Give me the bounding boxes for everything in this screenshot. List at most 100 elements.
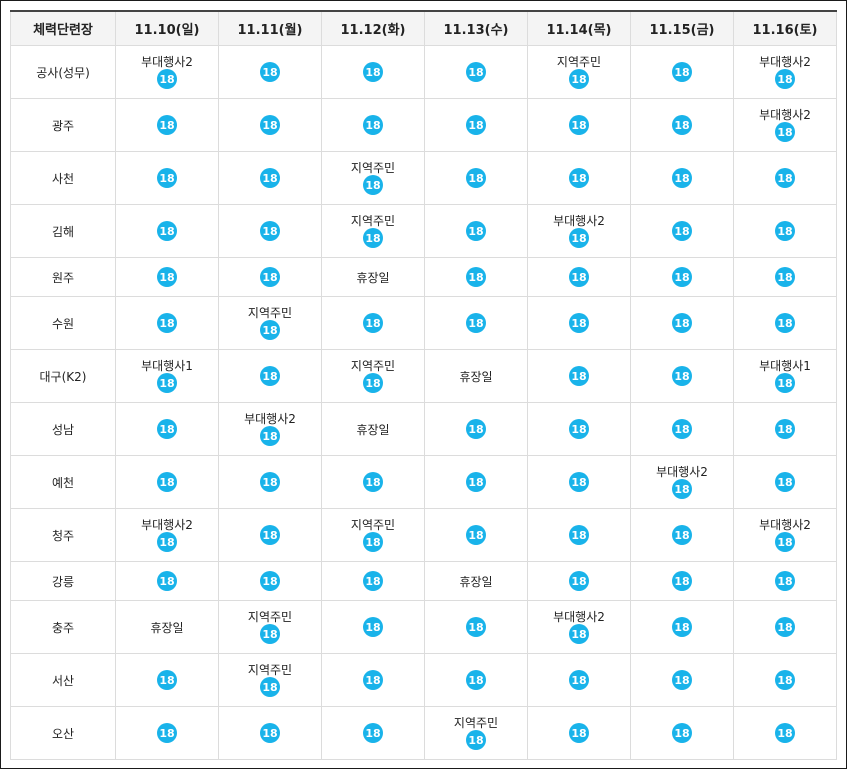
available-slots-badge[interactable]: 18 xyxy=(775,168,795,188)
schedule-cell[interactable]: 18 xyxy=(115,204,219,258)
available-slots-badge[interactable]: 18 xyxy=(672,723,692,743)
schedule-cell[interactable]: 18 xyxy=(733,296,837,350)
schedule-cell[interactable]: 18 xyxy=(115,455,219,509)
schedule-cell[interactable]: 18 xyxy=(527,561,631,601)
available-slots-badge[interactable]: 18 xyxy=(466,267,486,287)
schedule-cell[interactable]: 18 xyxy=(527,349,631,403)
schedule-cell[interactable]: 부대행사2 18 xyxy=(733,508,837,562)
available-slots-badge[interactable]: 18 xyxy=(157,472,177,492)
available-slots-badge[interactable]: 18 xyxy=(363,532,383,552)
schedule-cell[interactable]: 18 xyxy=(115,257,219,297)
schedule-cell[interactable]: 18 xyxy=(115,151,219,205)
available-slots-badge[interactable]: 18 xyxy=(569,571,589,591)
schedule-cell[interactable]: 부대행사2 18 xyxy=(115,45,219,99)
available-slots-badge[interactable]: 18 xyxy=(775,267,795,287)
schedule-cell[interactable]: 18 xyxy=(630,653,734,707)
available-slots-badge[interactable]: 18 xyxy=(363,228,383,248)
schedule-cell[interactable]: 18 xyxy=(321,561,425,601)
available-slots-badge[interactable]: 18 xyxy=(157,723,177,743)
available-slots-badge[interactable]: 18 xyxy=(569,525,589,545)
available-slots-badge[interactable]: 18 xyxy=(672,571,692,591)
schedule-cell[interactable]: 휴장일 xyxy=(115,600,219,654)
schedule-cell[interactable]: 부대행사2 18 xyxy=(733,98,837,152)
available-slots-badge[interactable]: 18 xyxy=(466,730,486,750)
available-slots-badge[interactable]: 18 xyxy=(569,723,589,743)
schedule-cell[interactable]: 18 xyxy=(424,204,528,258)
available-slots-badge[interactable]: 18 xyxy=(672,419,692,439)
available-slots-badge[interactable]: 18 xyxy=(569,624,589,644)
available-slots-badge[interactable]: 18 xyxy=(363,373,383,393)
schedule-cell[interactable]: 18 xyxy=(630,204,734,258)
schedule-cell[interactable]: 18 xyxy=(424,98,528,152)
available-slots-badge[interactable]: 18 xyxy=(775,221,795,241)
schedule-cell[interactable]: 부대행사2 18 xyxy=(527,204,631,258)
schedule-cell[interactable]: 18 xyxy=(218,349,322,403)
available-slots-badge[interactable]: 18 xyxy=(157,670,177,690)
available-slots-badge[interactable]: 18 xyxy=(260,221,280,241)
available-slots-badge[interactable]: 18 xyxy=(672,62,692,82)
available-slots-badge[interactable]: 18 xyxy=(569,267,589,287)
schedule-cell[interactable]: 18 xyxy=(630,561,734,601)
schedule-cell[interactable]: 18 xyxy=(630,257,734,297)
schedule-cell[interactable]: 지역주민 18 xyxy=(424,706,528,760)
schedule-cell[interactable]: 18 xyxy=(630,296,734,350)
available-slots-badge[interactable]: 18 xyxy=(672,115,692,135)
available-slots-badge[interactable]: 18 xyxy=(363,571,383,591)
schedule-cell[interactable]: 18 xyxy=(218,455,322,509)
available-slots-badge[interactable]: 18 xyxy=(157,115,177,135)
available-slots-badge[interactable]: 18 xyxy=(157,571,177,591)
schedule-cell[interactable]: 18 xyxy=(733,257,837,297)
schedule-cell[interactable]: 18 xyxy=(733,402,837,456)
schedule-cell[interactable]: 18 xyxy=(321,296,425,350)
schedule-cell[interactable]: 18 xyxy=(527,98,631,152)
available-slots-badge[interactable]: 18 xyxy=(775,419,795,439)
available-slots-badge[interactable]: 18 xyxy=(363,670,383,690)
available-slots-badge[interactable]: 18 xyxy=(260,267,280,287)
available-slots-badge[interactable]: 18 xyxy=(775,617,795,637)
schedule-cell[interactable]: 18 xyxy=(527,296,631,350)
schedule-cell[interactable]: 지역주민 18 xyxy=(218,296,322,350)
schedule-cell[interactable]: 18 xyxy=(630,98,734,152)
available-slots-badge[interactable]: 18 xyxy=(157,373,177,393)
schedule-cell[interactable]: 18 xyxy=(115,402,219,456)
schedule-cell[interactable]: 18 xyxy=(424,296,528,350)
schedule-cell[interactable]: 18 xyxy=(115,706,219,760)
available-slots-badge[interactable]: 18 xyxy=(466,221,486,241)
schedule-cell[interactable]: 18 xyxy=(527,653,631,707)
available-slots-badge[interactable]: 18 xyxy=(775,532,795,552)
schedule-cell[interactable]: 18 xyxy=(321,653,425,707)
schedule-cell[interactable]: 18 xyxy=(424,402,528,456)
schedule-cell[interactable]: 18 xyxy=(321,600,425,654)
schedule-cell[interactable]: 18 xyxy=(527,508,631,562)
schedule-cell[interactable]: 18 xyxy=(527,455,631,509)
available-slots-badge[interactable]: 18 xyxy=(775,373,795,393)
available-slots-badge[interactable]: 18 xyxy=(260,168,280,188)
available-slots-badge[interactable]: 18 xyxy=(466,419,486,439)
schedule-cell[interactable]: 18 xyxy=(115,98,219,152)
available-slots-badge[interactable]: 18 xyxy=(775,69,795,89)
schedule-cell[interactable]: 18 xyxy=(218,706,322,760)
available-slots-badge[interactable]: 18 xyxy=(260,723,280,743)
available-slots-badge[interactable]: 18 xyxy=(260,624,280,644)
schedule-cell[interactable]: 18 xyxy=(733,561,837,601)
available-slots-badge[interactable]: 18 xyxy=(569,313,589,333)
schedule-cell[interactable]: 18 xyxy=(218,45,322,99)
schedule-cell[interactable]: 18 xyxy=(218,98,322,152)
schedule-cell[interactable]: 휴장일 xyxy=(424,349,528,403)
available-slots-badge[interactable]: 18 xyxy=(157,69,177,89)
schedule-cell[interactable]: 18 xyxy=(733,151,837,205)
available-slots-badge[interactable]: 18 xyxy=(569,69,589,89)
available-slots-badge[interactable]: 18 xyxy=(260,426,280,446)
schedule-cell[interactable]: 18 xyxy=(630,349,734,403)
available-slots-badge[interactable]: 18 xyxy=(672,221,692,241)
available-slots-badge[interactable]: 18 xyxy=(466,525,486,545)
schedule-cell[interactable]: 18 xyxy=(321,45,425,99)
schedule-cell[interactable]: 휴장일 xyxy=(321,402,425,456)
available-slots-badge[interactable]: 18 xyxy=(260,62,280,82)
schedule-cell[interactable]: 18 xyxy=(424,257,528,297)
schedule-cell[interactable]: 18 xyxy=(321,706,425,760)
available-slots-badge[interactable]: 18 xyxy=(466,115,486,135)
schedule-cell[interactable]: 18 xyxy=(630,508,734,562)
available-slots-badge[interactable]: 18 xyxy=(775,571,795,591)
schedule-cell[interactable]: 18 xyxy=(218,257,322,297)
